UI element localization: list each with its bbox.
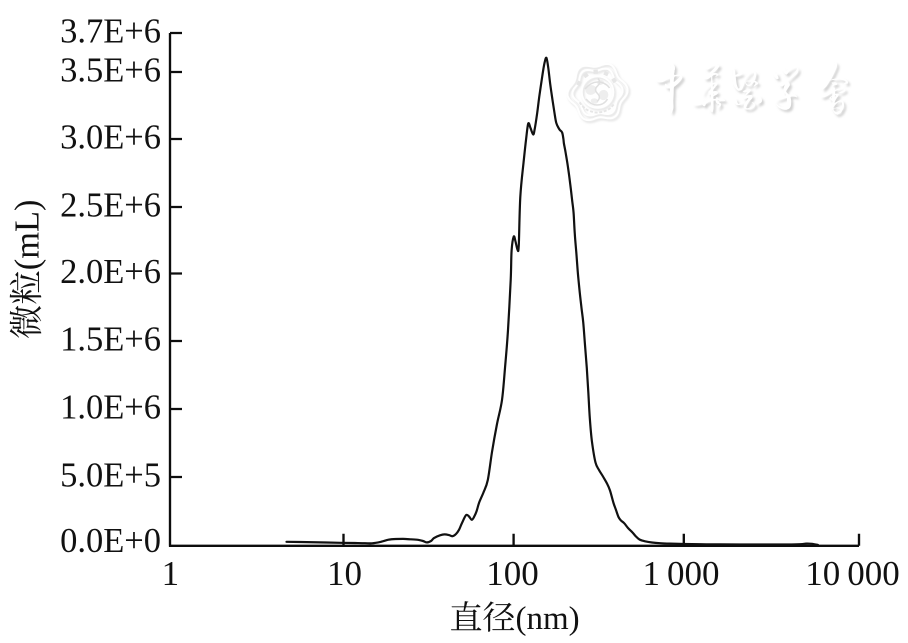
svg-text:1: 1 (327, 554, 345, 593)
svg-text:(nm): (nm) (516, 601, 580, 637)
svg-text:0: 0 (702, 554, 720, 593)
svg-text:0: 0 (345, 554, 363, 593)
svg-text:0: 0 (521, 554, 539, 593)
svg-text:0: 0 (685, 554, 703, 593)
svg-text:1: 1 (805, 554, 823, 593)
svg-text:1: 1 (162, 554, 180, 593)
svg-text:0: 0 (847, 554, 865, 593)
svg-text:1: 1 (643, 554, 661, 593)
svg-text:5.0E+5: 5.0E+5 (60, 457, 161, 495)
svg-text:3.0E+6: 3.0E+6 (60, 119, 161, 157)
svg-text:0.0E+0: 0.0E+0 (60, 522, 161, 560)
svg-text:2.5E+6: 2.5E+6 (60, 187, 161, 225)
svg-text:1.0E+6: 1.0E+6 (60, 389, 161, 427)
svg-text:0: 0 (882, 554, 900, 593)
svg-text:3.7E+6: 3.7E+6 (60, 13, 161, 51)
svg-text:3.5E+6: 3.5E+6 (60, 52, 161, 90)
svg-text:1.5E+6: 1.5E+6 (60, 321, 161, 359)
svg-text:0: 0 (865, 554, 883, 593)
svg-text:0: 0 (504, 554, 522, 593)
svg-text:1: 1 (486, 554, 504, 593)
svg-text:(mL): (mL) (9, 200, 47, 271)
svg-text:0: 0 (823, 554, 841, 593)
svg-text:0: 0 (667, 554, 685, 593)
svg-text:2.0E+6: 2.0E+6 (60, 253, 161, 291)
